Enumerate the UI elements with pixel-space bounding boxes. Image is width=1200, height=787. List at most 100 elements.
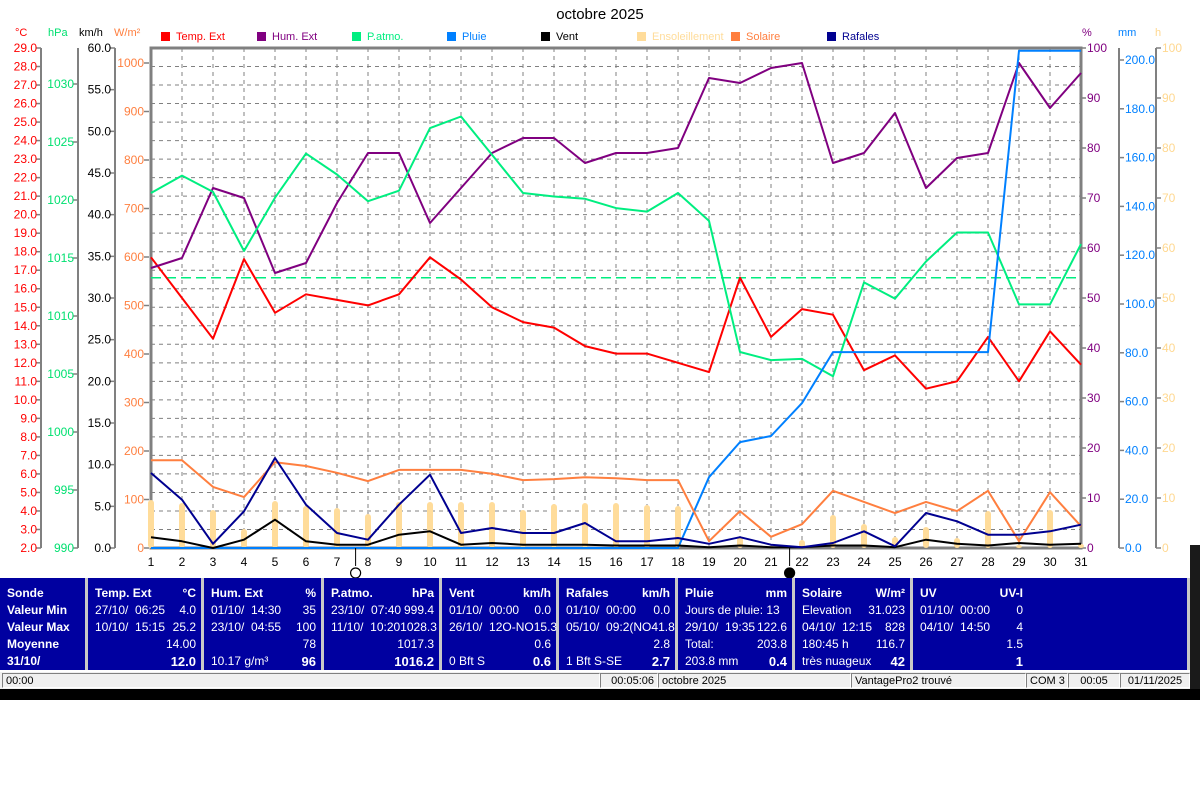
column-name: Hum. Ext bbox=[211, 586, 264, 600]
column-name: Vent bbox=[449, 586, 475, 600]
axis-tick-label-sun: 90 bbox=[1162, 91, 1176, 105]
axis-tick-label-wind: 50.0 bbox=[88, 124, 112, 138]
axis-tick-label-rain: 140.0 bbox=[1125, 199, 1155, 213]
x-tick-label: 23 bbox=[826, 555, 840, 569]
stats-column-hum-ext: Hum. Ext% 01/10/ 14:30 35 23/10/ 04:55 100 78… bbox=[204, 578, 324, 670]
column-unit: W/m² bbox=[875, 586, 905, 600]
stats-row: 1017.3 bbox=[331, 636, 434, 653]
stats-column-body: P.atmo. hPa 23/10/ 07:40 999.4 11/10/ 10:20 1… bbox=[331, 585, 437, 670]
stats-cell-label: 10/10/ 15:15 bbox=[95, 620, 166, 634]
axis-tick-label-rain: 0.0 bbox=[1125, 541, 1142, 555]
sunshine-bar bbox=[489, 502, 495, 548]
axis-tick-label-temp: 7.0 bbox=[20, 448, 37, 462]
stats-row: 01/10/ 00:00 0 bbox=[920, 602, 1023, 619]
stats-row: 29/10/ 19:35 122.6 bbox=[685, 619, 787, 636]
sunshine-bar bbox=[613, 503, 619, 548]
stats-cell-value: 35 bbox=[302, 603, 316, 617]
status-time: 00:00 bbox=[2, 673, 600, 688]
x-tick-label: 22 bbox=[795, 555, 809, 569]
stats-cell-value: 42 bbox=[890, 654, 905, 669]
stats-cell-value: 0.6 bbox=[532, 654, 551, 669]
stats-cell-label: 11/10/ 10:20 bbox=[331, 620, 401, 634]
stats-row-label: Valeur Min bbox=[7, 602, 80, 619]
stats-cell-value: 100 bbox=[295, 620, 316, 634]
axis-tick-label-rain: 20.0 bbox=[1125, 492, 1149, 506]
axis-tick-label-hum: 30 bbox=[1087, 391, 1101, 405]
stats-cell-label: 0 Bft S bbox=[449, 654, 486, 668]
axis-tick-label-temp: 25.0 bbox=[14, 115, 38, 129]
axis-tick-label-temp: 15.0 bbox=[14, 300, 38, 314]
x-tick-label: 8 bbox=[365, 555, 372, 569]
legend-item: Vent bbox=[541, 31, 578, 43]
stats-column-header: Temp. Ext °C bbox=[95, 585, 196, 602]
sunshine-bar bbox=[210, 510, 216, 548]
axis-tick-label-temp: 13.0 bbox=[14, 337, 38, 351]
column-unit: UV-I bbox=[999, 586, 1023, 600]
legend-swatch bbox=[541, 32, 550, 41]
stats-cell-label: 1 Bft S-SE bbox=[566, 654, 623, 668]
stats-column-header: Hum. Ext% bbox=[211, 585, 316, 602]
axis-tick-label-wind: 40.0 bbox=[88, 208, 112, 222]
series-line-temp-ext bbox=[150, 256, 1082, 390]
stats-row: 1 bbox=[920, 653, 1023, 670]
axis-tick-label-temp: 12.0 bbox=[14, 356, 38, 370]
x-tick-label: 13 bbox=[516, 555, 530, 569]
axis-tick-label-hum: 60 bbox=[1087, 241, 1101, 255]
axis-tick-label-press: 1025 bbox=[47, 135, 74, 149]
axis-tick-label-temp: 21.0 bbox=[14, 189, 38, 203]
window-bottom-edge bbox=[0, 689, 1200, 700]
stats-column-rafales: Rafales km/h 01/10/ 00:00 0.0 05/10/ 09:2(NO… bbox=[559, 578, 678, 670]
x-tick-label: 11 bbox=[455, 555, 468, 569]
stats-row: 1 Bft S-SE 2.7 bbox=[566, 653, 670, 670]
axis-tick-label-rain: 180.0 bbox=[1125, 102, 1155, 116]
axis-tick-label-temp: 24.0 bbox=[14, 134, 38, 148]
legend-swatch bbox=[827, 32, 836, 41]
stats-row: 26/10/ 12O-NO 15.3 bbox=[449, 619, 557, 636]
x-tick-label: 30 bbox=[1043, 555, 1057, 569]
legend-swatch bbox=[257, 32, 266, 41]
stats-cell-value: 122.6 bbox=[756, 620, 787, 634]
legend-label: Hum. Ext bbox=[272, 31, 318, 43]
stats-cell-value: 15.3 bbox=[533, 620, 558, 634]
column-name: UV bbox=[920, 586, 937, 600]
column-unit: mm bbox=[765, 586, 787, 600]
legend-swatch bbox=[161, 32, 170, 41]
full-moon-icon bbox=[350, 567, 362, 578]
legend-swatch bbox=[447, 32, 456, 41]
stats-cell-value: 25.2 bbox=[172, 620, 196, 634]
stats-column-header: UV UV-I bbox=[920, 585, 1023, 602]
axis-tick-label-temp: 19.0 bbox=[14, 226, 38, 240]
stats-cell-value: 0.4 bbox=[768, 654, 787, 669]
stats-cell-label: 23/10/ 07:40 bbox=[331, 603, 402, 617]
axis-tick-label-wind: 35.0 bbox=[88, 249, 112, 263]
status-clock: 00:05 bbox=[1068, 673, 1120, 688]
axis-tick-label-temp: 18.0 bbox=[14, 245, 38, 259]
column-name: Pluie bbox=[685, 586, 714, 600]
weather-chart: °C2.03.04.05.06.07.08.09.010.011.012.013… bbox=[14, 27, 1182, 578]
axis-tick-label-wind: 55.0 bbox=[88, 83, 112, 97]
series-line-vent bbox=[150, 518, 1082, 549]
stats-labels-column: Sonde Valeur Min Valeur Max Moyenne 31/10/ bbox=[0, 578, 88, 670]
x-tick-label: 15 bbox=[578, 555, 592, 569]
x-tick-label: 12 bbox=[485, 555, 499, 569]
axis-tick-label-press: 1015 bbox=[47, 251, 74, 265]
axis-tick-label-sun: 70 bbox=[1162, 191, 1176, 205]
x-tick-label: 25 bbox=[888, 555, 902, 569]
stats-cell-label: 01/10/ 00:00 bbox=[449, 603, 520, 617]
stats-column-header: Pluie mm bbox=[685, 585, 787, 602]
axis-tick-label-solar: 1000 bbox=[117, 56, 144, 70]
axis-tick-label-solar: 400 bbox=[124, 347, 144, 361]
stats-column-body: Hum. Ext% 01/10/ 14:30 35 23/10/ 04:55 100 78… bbox=[211, 585, 316, 670]
stats-cell-label: Total: bbox=[685, 637, 714, 651]
window-right-edge bbox=[1190, 545, 1200, 689]
axis-tick-label-press: 1010 bbox=[47, 309, 74, 323]
axis-tick-label-wind: 10.0 bbox=[88, 458, 112, 472]
stats-cell-value: 2.8 bbox=[653, 637, 670, 651]
axis-tick-label-temp: 29.0 bbox=[14, 41, 38, 55]
axis-tick-label-sun: 60 bbox=[1162, 241, 1176, 255]
column-unit: % bbox=[305, 586, 316, 600]
x-tick-label: 31 bbox=[1074, 555, 1088, 569]
axis-tick-label-hum: 50 bbox=[1087, 291, 1101, 305]
axis-tick-label-press: 1005 bbox=[47, 367, 74, 381]
axis-tick-label-rain: 120.0 bbox=[1125, 248, 1155, 262]
